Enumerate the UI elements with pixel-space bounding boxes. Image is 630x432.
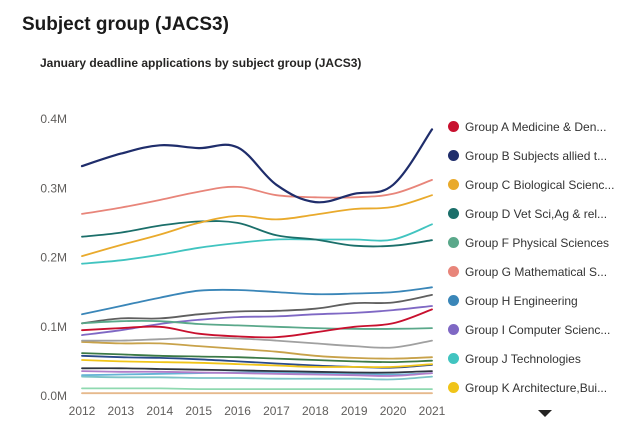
legend-marker xyxy=(448,179,459,190)
series-line[interactable] xyxy=(81,375,433,381)
x-tick-label: 2019 xyxy=(341,404,368,418)
series-line[interactable] xyxy=(81,341,433,360)
legend-item[interactable]: Group A Medicine & Den... xyxy=(448,112,626,141)
legend-item[interactable]: Group J Technologies xyxy=(448,344,626,373)
legend-marker xyxy=(448,121,459,132)
legend-label: Group D Vet Sci,Ag & rel... xyxy=(465,206,608,221)
y-tick-label: 0.0M xyxy=(40,389,67,403)
legend-marker xyxy=(448,382,459,393)
y-tick-label: 0.2M xyxy=(40,251,67,265)
series-line[interactable] xyxy=(81,194,433,257)
legend-marker xyxy=(448,266,459,277)
series-line[interactable] xyxy=(81,294,433,325)
legend-label: Group F Physical Sciences xyxy=(465,235,610,250)
series-line[interactable] xyxy=(81,179,433,215)
series-line[interactable] xyxy=(81,220,433,248)
legend-marker xyxy=(448,295,459,306)
legend-label: Group I Computer Scienc... xyxy=(465,322,611,337)
legend-marker xyxy=(448,208,459,219)
legend-item[interactable]: Group B Subjects allied t... xyxy=(448,141,626,170)
y-tick-label: 0.1M xyxy=(40,320,67,334)
legend-item[interactable]: Group C Biological Scienc... xyxy=(448,170,626,199)
chevron-down-icon[interactable] xyxy=(538,410,552,417)
series-line[interactable] xyxy=(81,370,433,377)
legend-marker xyxy=(448,324,459,335)
y-tick-label: 0.4M xyxy=(40,112,67,126)
legend-label: Group H Engineering xyxy=(465,293,578,308)
legend-item[interactable]: Group G Mathematical S... xyxy=(448,257,626,286)
series-line[interactable] xyxy=(81,352,433,364)
chart-legend: Group A Medicine & Den... Group B Subject… xyxy=(448,112,626,402)
series-line[interactable] xyxy=(81,367,433,374)
legend-item[interactable]: Group F Physical Sciences xyxy=(448,228,626,257)
legend-label: Group G Mathematical S... xyxy=(465,264,608,279)
series-line[interactable] xyxy=(81,308,433,339)
legend-item[interactable]: Group D Vet Sci,Ag & rel... xyxy=(448,199,626,228)
legend-item[interactable]: Group K Architecture,Bui... xyxy=(448,373,626,402)
x-tick-label: 2017 xyxy=(263,404,290,418)
series-line[interactable] xyxy=(80,128,434,204)
x-tick-label: 2021 xyxy=(419,404,446,418)
legend-marker xyxy=(448,353,459,364)
x-tick-label: 2018 xyxy=(302,404,329,418)
legend-label: Group C Biological Scienc... xyxy=(465,177,615,192)
x-tick-label: 2020 xyxy=(380,404,407,418)
y-tick-label: 0.3M xyxy=(40,181,67,195)
chart-title: January deadline applications by subject… xyxy=(40,56,362,70)
x-tick-label: 2015 xyxy=(185,404,212,418)
legend-label: Group B Subjects allied t... xyxy=(465,148,608,163)
legend-label: Group A Medicine & Den... xyxy=(465,119,607,134)
legend-marker xyxy=(448,237,459,248)
legend-marker xyxy=(448,150,459,161)
x-tick-label: 2012 xyxy=(69,404,96,418)
series-line[interactable] xyxy=(81,319,433,330)
x-tick-label: 2016 xyxy=(224,404,251,418)
series-line[interactable] xyxy=(81,371,433,377)
x-tick-label: 2013 xyxy=(108,404,135,418)
legend-label: Group J Technologies xyxy=(465,351,581,366)
series-line[interactable] xyxy=(81,387,433,391)
series-line[interactable] xyxy=(81,336,433,349)
legend-label: Group K Architecture,Bui... xyxy=(465,380,608,395)
x-tick-label: 2014 xyxy=(146,404,173,418)
series-line[interactable] xyxy=(81,359,433,369)
page-title: Subject group (JACS3) xyxy=(22,14,229,35)
legend-item[interactable]: Group I Computer Scienc... xyxy=(448,315,626,344)
legend-item[interactable]: Group H Engineering xyxy=(448,286,626,315)
series-line[interactable] xyxy=(81,223,433,265)
series-line[interactable] xyxy=(81,286,433,316)
